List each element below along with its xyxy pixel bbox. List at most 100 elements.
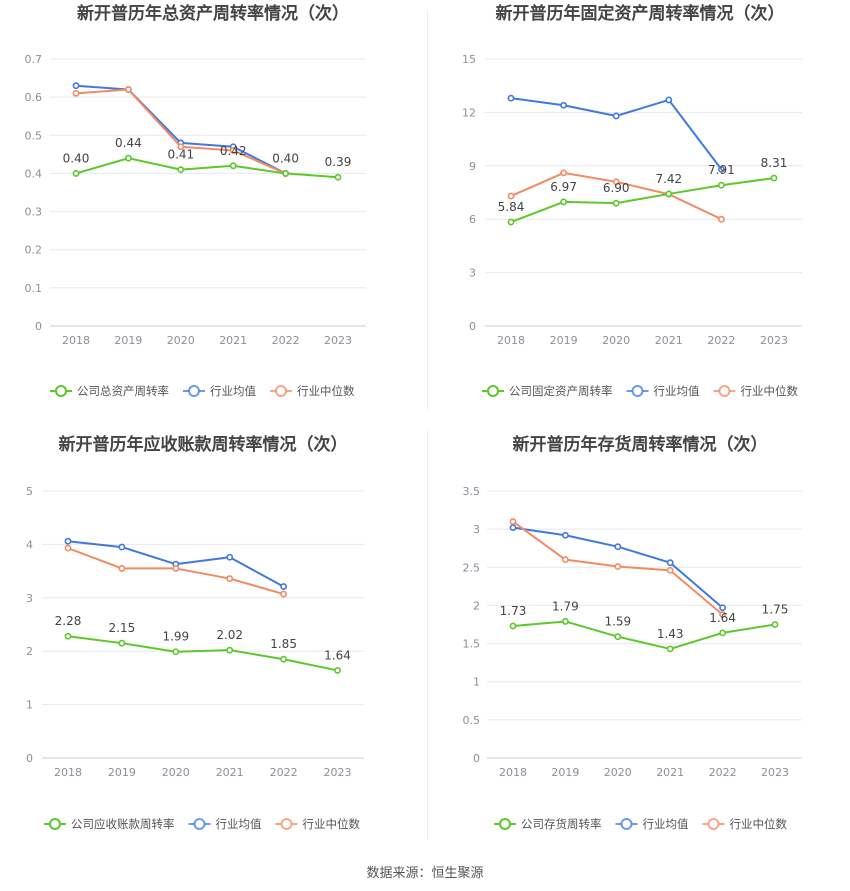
legend-label: 公司应收账款周转率 [71, 817, 175, 831]
x-tick-label: 2020 [602, 334, 630, 347]
data-point-median [172, 565, 180, 572]
x-tick-label: 2023 [324, 334, 352, 347]
data-point-company [665, 190, 673, 198]
chart-panel: 新开普历年存货周转率情况（次） 0 0.5 1 1.5 2 2.5 3 3.5 2018 2019 2… [463, 434, 802, 831]
legend-marker-avg [631, 385, 644, 397]
chart-legend: 公司存货周转率 行业均值 行业中位数 [494, 817, 787, 831]
y-tick-label: 15 [462, 53, 476, 66]
legend-label: 行业中位数 [730, 817, 788, 831]
data-point-avg [64, 537, 72, 545]
x-tick-label: 2019 [550, 334, 578, 347]
data-label: 2.02 [216, 628, 243, 642]
y-tick-label: 6 [469, 213, 476, 226]
chart-title: 新开普历年固定资产周转率情况（次） [496, 3, 785, 24]
legend-marker-median [280, 818, 293, 830]
series-line-avg [510, 97, 723, 170]
y-tick-label: 0.3 [25, 206, 43, 219]
chart-panel: 新开普历年总资产周转率情况（次） 0 0.1 0.2 0.3 0.4 0.5 0.6 0.7 20… [25, 3, 366, 398]
data-point-company [124, 154, 132, 162]
data-point-median [64, 544, 72, 552]
y-tick-label: 0 [469, 320, 476, 333]
data-point-company [64, 632, 72, 640]
data-source-footer: 数据来源：恒生聚源 [366, 866, 484, 881]
data-label: 7.91 [708, 163, 735, 177]
chart-legend: 公司总资产周转率 行业均值 行业中位数 [50, 384, 355, 398]
data-label: 0.41 [167, 148, 194, 162]
data-point-avg [280, 583, 287, 590]
data-point-median [562, 556, 569, 564]
x-tick-label: 2022 [707, 334, 735, 347]
data-point-company [334, 173, 342, 181]
y-tick-label: 1 [473, 676, 480, 689]
x-tick-label: 2018 [499, 766, 527, 779]
y-tick-label: 12 [462, 106, 476, 119]
data-point-median [72, 89, 80, 97]
data-point-company [72, 170, 80, 177]
legend-marker-median [718, 385, 731, 397]
legend-label: 行业中位数 [303, 817, 361, 831]
y-tick-label: 5 [26, 485, 33, 498]
data-point-median [719, 611, 726, 618]
data-point-avg [118, 543, 126, 551]
data-point-median [118, 565, 126, 572]
legend-label: 行业均值 [210, 384, 256, 398]
legend-marker-avg [188, 385, 200, 397]
x-tick-label: 2019 [114, 334, 142, 347]
y-tick-label: 2 [26, 645, 33, 658]
legend-label: 行业均值 [654, 384, 700, 398]
data-point-avg [507, 94, 515, 102]
x-tick-label: 2021 [219, 334, 247, 347]
x-tick-label: 2021 [656, 766, 684, 779]
legend-label: 公司总资产周转率 [77, 384, 169, 398]
data-point-median [614, 563, 622, 570]
data-label: 0.40 [272, 151, 299, 165]
data-label: 1.59 [604, 615, 631, 629]
chart-title: 新开普历年总资产周转率情况（次） [77, 3, 349, 24]
chart-legend: 公司固定资产周转率 行业均值 行业中位数 [482, 384, 798, 398]
column-divider [427, 430, 428, 840]
data-point-avg [560, 101, 567, 109]
data-point-company [177, 166, 185, 174]
y-tick-label: 0.2 [25, 244, 43, 257]
data-point-company [560, 198, 567, 206]
data-point-median [612, 178, 620, 186]
y-tick-label: 0 [473, 752, 480, 765]
data-point-avg [614, 543, 622, 551]
data-point-median [177, 143, 185, 151]
legend-marker-company [49, 818, 61, 830]
data-label: 1.75 [762, 603, 789, 617]
legend-marker-median [275, 385, 287, 397]
data-label: 6.90 [603, 181, 630, 195]
y-tick-label: 0.7 [25, 53, 43, 66]
data-point-median [124, 86, 132, 93]
y-tick-label: 0.1 [25, 282, 43, 295]
series-line-company [75, 157, 339, 179]
data-label: 2.15 [109, 621, 136, 635]
data-point-company [172, 648, 180, 656]
x-tick-label: 2018 [62, 334, 90, 347]
data-label: 0.42 [220, 144, 247, 158]
data-point-company [612, 199, 620, 207]
data-point-median [509, 518, 517, 525]
y-tick-label: 9 [469, 160, 476, 173]
y-tick-label: 2 [473, 599, 480, 612]
data-point-company [282, 170, 289, 177]
data-point-company [280, 655, 287, 663]
data-point-company [719, 629, 726, 637]
legend-label: 行业中位数 [741, 384, 799, 398]
y-tick-label: 4 [26, 538, 33, 551]
data-point-company [118, 639, 126, 647]
data-label: 1.64 [709, 611, 736, 625]
data-label: 6.97 [550, 180, 577, 194]
column-divider [427, 10, 428, 410]
data-label: 8.31 [761, 156, 788, 170]
series-line-company [67, 635, 338, 672]
x-tick-label: 2020 [167, 334, 195, 347]
data-label: 7.42 [655, 172, 682, 186]
data-point-company [226, 646, 234, 654]
data-label: 1.79 [552, 599, 579, 613]
data-point-company [771, 621, 779, 628]
legend-marker-company [487, 385, 499, 397]
data-point-company [509, 622, 517, 630]
